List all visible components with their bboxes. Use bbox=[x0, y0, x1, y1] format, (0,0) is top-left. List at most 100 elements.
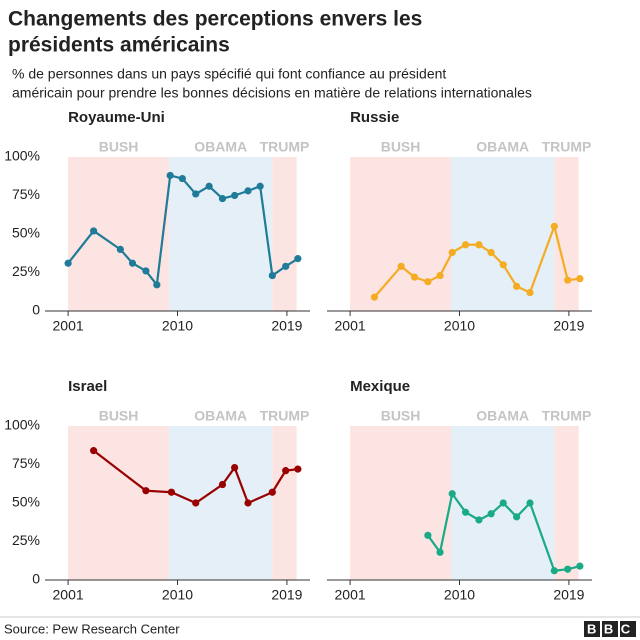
point bbox=[448, 490, 456, 498]
point bbox=[550, 567, 558, 575]
y-tick-label: 100% bbox=[4, 148, 40, 164]
era-label: TRUMP bbox=[260, 408, 310, 424]
point bbox=[153, 281, 161, 289]
point bbox=[218, 194, 227, 203]
y-tick-label: 50% bbox=[12, 225, 40, 241]
point bbox=[410, 273, 419, 281]
era-band bbox=[554, 157, 579, 311]
title: Changements des perceptions envers les bbox=[8, 8, 422, 31]
point bbox=[142, 487, 150, 495]
point bbox=[231, 463, 239, 472]
line bbox=[92, 449, 298, 505]
point bbox=[192, 190, 200, 198]
point bbox=[576, 275, 584, 283]
y-tick-label: 25% bbox=[12, 263, 40, 279]
era-band bbox=[272, 157, 297, 311]
era-label: BUSH bbox=[99, 139, 139, 155]
point bbox=[424, 278, 432, 286]
point bbox=[90, 227, 98, 235]
point bbox=[487, 510, 495, 518]
x-tick-label: 2010 bbox=[444, 587, 475, 603]
point bbox=[526, 499, 534, 507]
point bbox=[282, 467, 290, 475]
point bbox=[397, 262, 405, 270]
point bbox=[178, 174, 186, 183]
era-label: OBAMA bbox=[476, 139, 529, 155]
era-band bbox=[450, 157, 555, 311]
logo-box bbox=[584, 621, 600, 637]
era-band bbox=[350, 426, 451, 580]
chart-title: Israel bbox=[68, 378, 107, 395]
y-tick-label: 100% bbox=[4, 417, 40, 433]
point bbox=[244, 499, 252, 507]
era-band bbox=[168, 426, 273, 580]
point bbox=[436, 271, 444, 280]
x-tick-label: 2010 bbox=[162, 318, 193, 334]
point bbox=[526, 288, 534, 297]
logo-box bbox=[620, 621, 636, 637]
title: présidents américains bbox=[8, 34, 230, 57]
point bbox=[475, 516, 483, 524]
subtitle: % de personnes dans un pays spécifié qui… bbox=[12, 66, 446, 82]
era-band bbox=[554, 426, 579, 580]
point bbox=[564, 565, 572, 573]
subtitle: américain pour prendre les bonnes décisi… bbox=[12, 85, 532, 101]
point bbox=[499, 499, 507, 507]
x-tick-label: 2019 bbox=[553, 587, 584, 603]
y-tick-label: 0 bbox=[32, 302, 40, 318]
x-tick-label: 2001 bbox=[335, 318, 366, 334]
chart-title: Royaume-Uni bbox=[68, 109, 165, 126]
point bbox=[487, 248, 495, 257]
era-band bbox=[68, 426, 169, 580]
source: Source: Pew Research Center bbox=[4, 621, 180, 636]
point bbox=[90, 447, 98, 455]
x-tick-label: 2019 bbox=[271, 318, 302, 334]
logo: BBC bbox=[587, 621, 638, 636]
point bbox=[282, 262, 290, 270]
era-label: TRUMP bbox=[542, 139, 592, 155]
point bbox=[218, 480, 227, 489]
era-band bbox=[272, 426, 297, 580]
point bbox=[513, 513, 521, 521]
era-label: TRUMP bbox=[542, 408, 592, 424]
era-label: BUSH bbox=[381, 408, 421, 424]
x-tick-label: 2001 bbox=[335, 587, 366, 603]
point bbox=[424, 531, 432, 539]
point bbox=[294, 465, 302, 473]
point bbox=[461, 241, 470, 249]
era-band bbox=[350, 157, 451, 311]
point bbox=[499, 261, 507, 269]
x-tick-label: 2019 bbox=[271, 587, 302, 603]
point bbox=[256, 182, 264, 190]
point bbox=[167, 488, 176, 496]
point bbox=[116, 245, 124, 253]
era-label: BUSH bbox=[381, 139, 421, 155]
point bbox=[244, 187, 252, 195]
y-tick-label: 25% bbox=[12, 532, 40, 548]
point bbox=[294, 255, 302, 263]
point bbox=[436, 548, 444, 556]
point bbox=[231, 191, 239, 200]
era-band bbox=[68, 157, 169, 311]
logo-box bbox=[602, 621, 618, 637]
point bbox=[268, 488, 276, 496]
x-tick-label: 2001 bbox=[53, 587, 84, 603]
chart-title: Russie bbox=[350, 109, 399, 126]
point bbox=[550, 222, 558, 230]
point bbox=[268, 271, 276, 280]
point bbox=[142, 267, 150, 275]
point bbox=[564, 276, 572, 284]
chart-title: Mexique bbox=[350, 378, 410, 395]
era-label: TRUMP bbox=[260, 139, 310, 155]
era-label: OBAMA bbox=[476, 408, 529, 424]
y-tick-label: 75% bbox=[12, 186, 40, 202]
y-tick-label: 75% bbox=[12, 455, 40, 471]
point bbox=[576, 562, 584, 570]
era-label: OBAMA bbox=[194, 139, 247, 155]
point bbox=[513, 282, 521, 290]
point bbox=[192, 499, 200, 507]
x-tick-label: 2010 bbox=[444, 318, 475, 334]
point bbox=[64, 259, 72, 267]
point bbox=[448, 248, 456, 257]
